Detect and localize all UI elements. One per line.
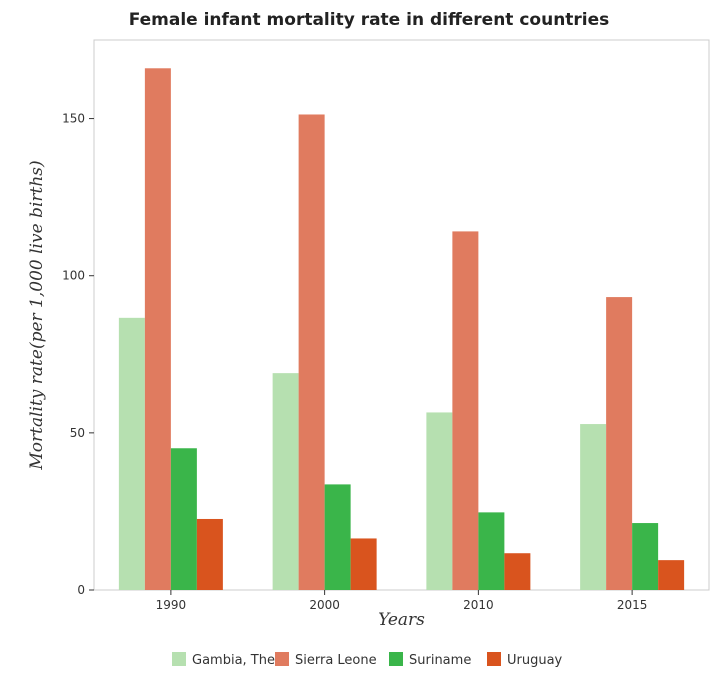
bar-gambia-the-2010 — [426, 412, 453, 590]
y-tick-label: 0 — [77, 583, 85, 597]
y-tick-label: 100 — [62, 269, 85, 283]
bar-sierra-leone-2000 — [298, 114, 325, 590]
plot-area: 0 50 100 150 1990 2000 2010 2015 — [62, 39, 710, 612]
x-axis: 1990 2000 2010 2015 — [156, 590, 648, 612]
x-axis-label: Years — [378, 610, 425, 630]
plot-frame — [93, 39, 710, 591]
bar-sierra-leone-1990 — [144, 68, 171, 591]
bars — [118, 68, 685, 591]
bar-suriname-2010 — [478, 512, 505, 590]
y-tick-label: 50 — [70, 426, 85, 440]
bar-sierra-leone-2010 — [452, 231, 479, 590]
y-axis: 0 50 100 150 — [62, 112, 94, 597]
bar-suriname-2015 — [632, 523, 659, 590]
bar-gambia-the-2015 — [580, 424, 607, 590]
x-tick-label: 2000 — [309, 598, 340, 612]
legend-label: Gambia, The — [192, 653, 275, 668]
bar-suriname-2000 — [324, 484, 351, 590]
chart-title: Female infant mortality rate in differen… — [129, 10, 610, 30]
y-tick-label: 150 — [62, 112, 85, 126]
bar-gambia-the-1990 — [118, 317, 145, 590]
legend-label: Sierra Leone — [295, 653, 377, 668]
x-tick-label: 1990 — [156, 598, 187, 612]
legend-label: Uruguay — [507, 653, 563, 668]
bar-uruguay-2010 — [504, 553, 531, 590]
legend: Gambia, The Sierra Leone Suriname Uruguay — [172, 652, 563, 668]
bar-uruguay-2000 — [350, 538, 377, 590]
x-tick-label: 2010 — [463, 598, 494, 612]
bar-suriname-1990 — [170, 448, 197, 590]
legend-swatch — [389, 652, 403, 666]
bar-uruguay-1990 — [196, 518, 223, 590]
bar-gambia-the-2000 — [272, 373, 299, 590]
legend-swatch — [275, 652, 289, 666]
x-tick-label: 2015 — [617, 598, 648, 612]
legend-label: Suriname — [409, 653, 471, 668]
bar-sierra-leone-2015 — [606, 297, 633, 590]
y-axis-label: Mortality rate(per 1,000 live births) — [27, 160, 47, 470]
legend-swatch — [172, 652, 186, 666]
legend-swatch — [487, 652, 501, 666]
bar-uruguay-2015 — [658, 560, 685, 590]
